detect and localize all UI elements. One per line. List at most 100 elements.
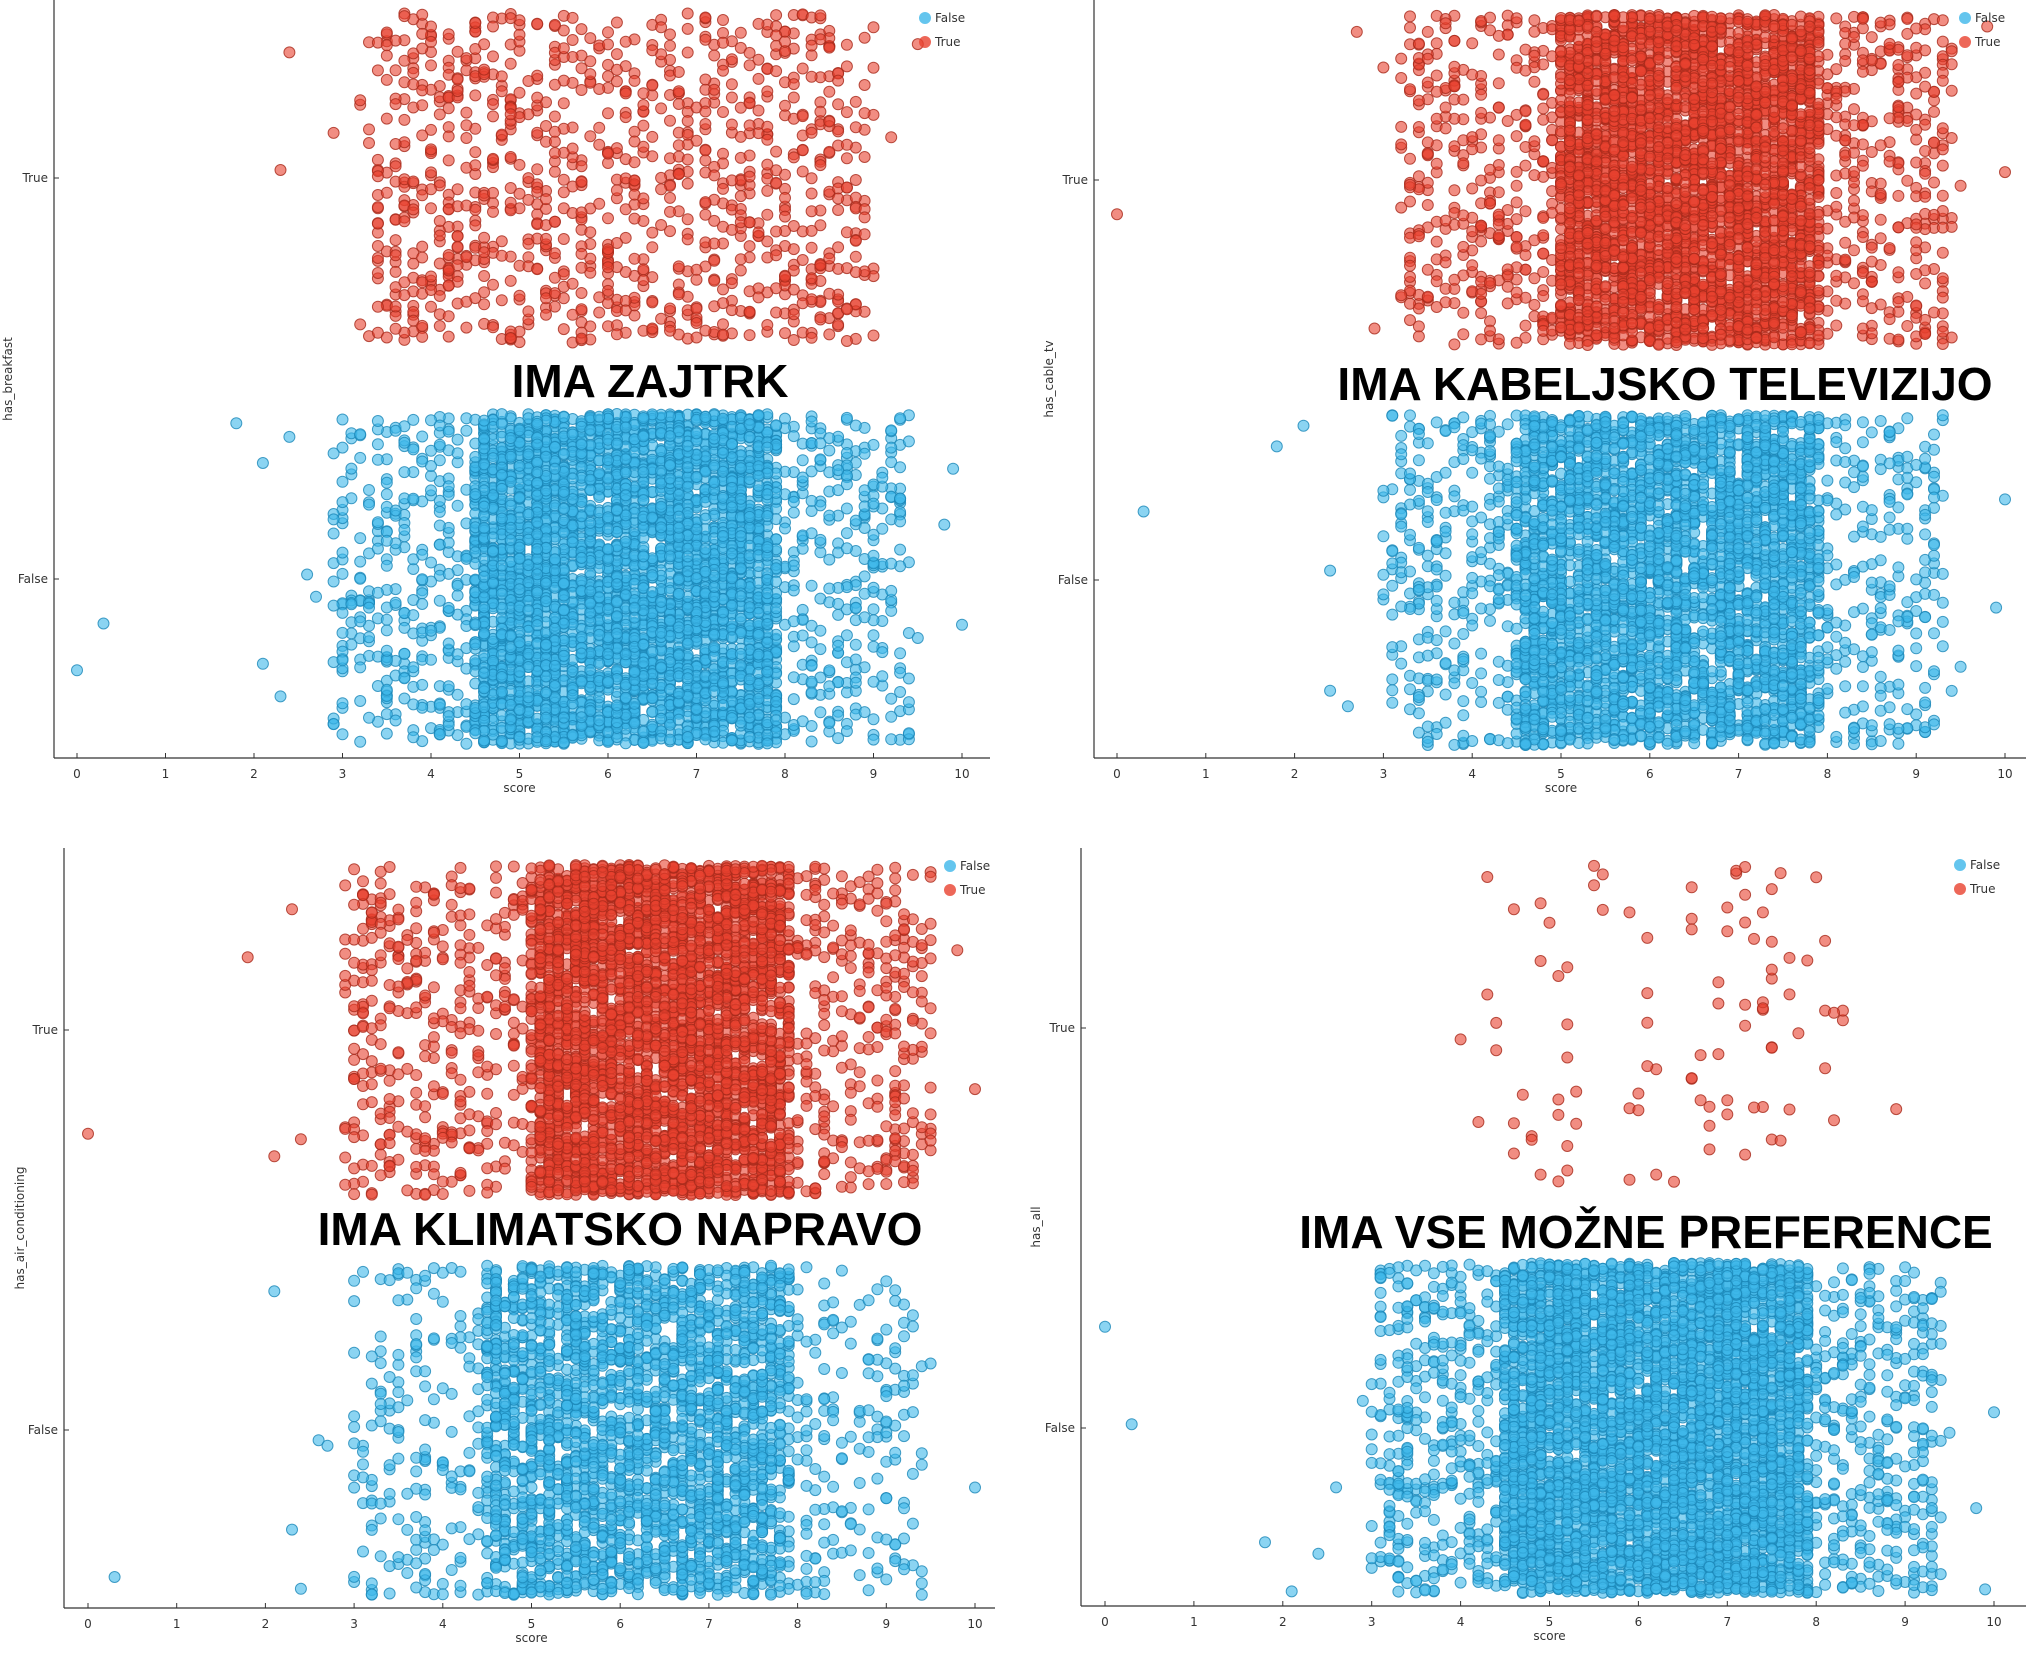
scatter-point <box>576 177 587 188</box>
scatter-point <box>762 511 773 522</box>
scatter-point <box>673 489 684 500</box>
scatter-point <box>895 544 906 555</box>
scatter-point <box>514 460 525 471</box>
scatter-point <box>408 610 419 621</box>
scatter-point <box>541 485 552 496</box>
scatter-point <box>868 604 879 615</box>
scatter-point <box>532 517 543 528</box>
scatter-point <box>417 679 428 690</box>
scatter-point <box>629 75 640 86</box>
scatter-point <box>815 534 826 545</box>
scatter-point <box>541 736 552 747</box>
series-false-points <box>72 409 968 750</box>
scatter-point <box>399 673 410 684</box>
scatter-point <box>372 301 383 312</box>
scatter-point <box>576 648 587 659</box>
scatter-point <box>346 639 357 650</box>
scatter-point <box>638 657 649 668</box>
scatter-point <box>514 637 525 648</box>
scatter-point <box>753 470 764 481</box>
scatter-point <box>381 535 392 546</box>
scatter-point <box>850 602 861 613</box>
scatter-point <box>788 616 799 627</box>
scatter-point <box>682 8 693 19</box>
scatter-point <box>585 705 596 716</box>
scatter-point <box>806 687 817 698</box>
scatter-point <box>753 410 764 421</box>
scatter-point <box>523 509 534 520</box>
scatter-point <box>726 439 737 450</box>
scatter-point <box>355 662 366 673</box>
scatter-point <box>479 571 490 582</box>
scatter-point <box>434 699 445 710</box>
scatter-point <box>381 684 392 695</box>
scatter-point <box>390 715 401 726</box>
scatter-point <box>328 514 339 525</box>
scatter-point <box>957 619 968 630</box>
scatter-point <box>408 662 419 673</box>
scatter-point <box>665 734 676 745</box>
scatter-point <box>682 551 693 562</box>
scatter-point <box>726 632 737 643</box>
x-tick-label: 8 <box>781 767 789 781</box>
scatter-point <box>532 439 543 450</box>
scatter-point <box>72 665 83 676</box>
scatter-point <box>718 15 729 26</box>
scatter-point <box>806 660 817 671</box>
chart-panel-1: 0 1 2 3 4 5 6 7 8 9 10FalseTruescorehas_breakfastF… <box>1 0 990 795</box>
scatter-point <box>381 489 392 500</box>
scatter-point <box>762 588 773 599</box>
scatter-point <box>594 307 605 318</box>
scatter-point <box>771 146 782 157</box>
scatter-point <box>558 412 569 423</box>
scatter-point <box>797 543 808 554</box>
scatter-point <box>788 560 799 571</box>
scatter-point <box>541 712 552 723</box>
scatter-point <box>709 477 720 488</box>
scatter-point <box>877 523 888 534</box>
scatter-point <box>514 492 525 503</box>
scatter-point <box>470 619 481 630</box>
scatter-point <box>841 630 852 641</box>
scatter-point <box>673 588 684 599</box>
x-tick-label: 3 <box>339 767 347 781</box>
scatter-point <box>841 543 852 554</box>
scatter-point <box>753 629 764 640</box>
scatter-point <box>673 688 684 699</box>
scatter-point <box>762 442 773 453</box>
scatter-point <box>841 726 852 737</box>
scatter-point <box>364 632 375 643</box>
scatter-point <box>886 425 897 436</box>
scatter-point <box>771 420 782 431</box>
scatter-point <box>682 602 693 613</box>
scatter-point <box>496 513 507 524</box>
y-axis-label: has_breakfast <box>1 337 15 421</box>
scatter-point <box>797 472 808 483</box>
scatter-point <box>780 523 791 534</box>
scatter-point <box>726 92 737 103</box>
scatter-point <box>806 495 817 506</box>
scatter-point <box>718 448 729 459</box>
scatter-point <box>718 531 729 542</box>
scatter-point <box>691 428 702 439</box>
scatter-point <box>381 560 392 571</box>
scatter-point <box>443 537 454 548</box>
scatter-point <box>443 311 454 322</box>
scatter-point <box>647 693 658 704</box>
scatter-point <box>594 84 605 95</box>
scatter-point <box>461 738 472 749</box>
scatter-point <box>479 522 490 533</box>
scatter-point <box>355 573 366 584</box>
scatter-point <box>656 596 667 607</box>
scatter-point <box>868 330 879 341</box>
scatter-point <box>753 649 764 660</box>
scatter-point <box>833 710 844 721</box>
scatter-point <box>877 647 888 658</box>
scatter-point <box>585 517 596 528</box>
scatter-point <box>895 516 906 527</box>
scatter-point <box>488 279 499 290</box>
scatter-point <box>629 666 640 677</box>
scatter-point <box>364 499 375 510</box>
scatter-point <box>709 686 720 697</box>
scatter-point <box>532 529 543 540</box>
